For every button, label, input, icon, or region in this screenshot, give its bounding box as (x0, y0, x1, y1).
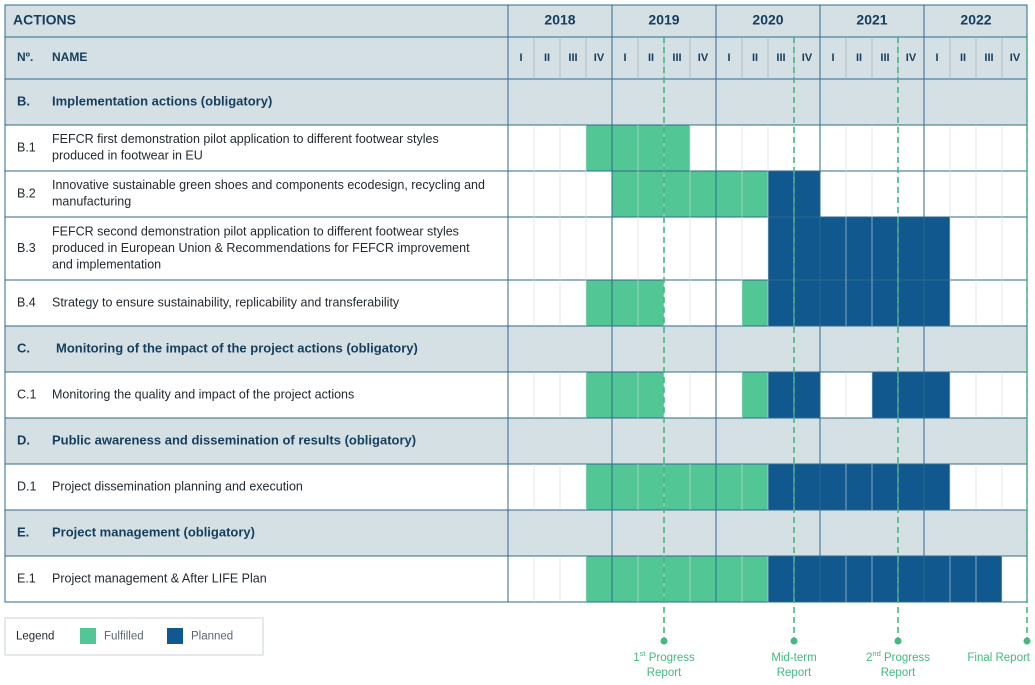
bar-fulfilled (586, 280, 664, 326)
task-name: Monitoring the quality and impact of the… (52, 387, 354, 401)
quarter-label: I (935, 52, 938, 64)
quarter-label: II (856, 52, 862, 64)
task-name: and implementation (52, 257, 161, 271)
year-label: 2019 (648, 12, 679, 28)
header-band (5, 5, 1027, 79)
legend-title: Legend (16, 631, 54, 643)
milestone-layer: 1st Progress Report Mid-term Report 2nd Prog… (633, 37, 1031, 679)
milestone-label-part: Progress (881, 652, 930, 664)
legend-swatch (80, 628, 96, 644)
milestone-label: 1st Progress (633, 649, 695, 664)
milestone-marker (660, 637, 668, 645)
task-name: FEFCR first demonstration pilot applicat… (52, 132, 439, 146)
task-code: C.1 (17, 387, 37, 401)
milestone-label: 2nd Progress (866, 649, 930, 664)
quarter-label: I (831, 52, 834, 64)
quarter-label: IV (802, 52, 813, 64)
legend-box (4, 617, 264, 656)
milestone-label: Final Report (967, 652, 1030, 664)
quarter-label: IV (698, 52, 709, 64)
bar-planned (872, 372, 950, 418)
bar-fulfilled (586, 372, 664, 418)
section-code: B. (17, 93, 30, 108)
milestone-label: Report (777, 667, 812, 679)
quarter-label: III (672, 52, 681, 64)
section-name: Public awareness and dissemination of re… (52, 432, 416, 447)
task-name: Project management & After LIFE Plan (52, 571, 267, 585)
quarter-label: I (623, 52, 626, 64)
number-header: Nº. (17, 50, 33, 64)
milestone-label-superscript: nd (872, 649, 880, 658)
quarter-label: III (984, 52, 993, 64)
quarter-label: III (880, 52, 889, 64)
milestone-marker (790, 637, 798, 645)
bar-fulfilled (742, 280, 768, 326)
section-code: E. (17, 524, 29, 539)
actions-header: ACTIONS (13, 12, 76, 28)
legend-label: Planned (191, 631, 233, 643)
quarter-label: IV (1010, 52, 1021, 64)
header-backgrounds (5, 5, 1027, 556)
task-code: E.1 (17, 571, 36, 585)
bar-planned (768, 217, 950, 280)
name-header: NAME (52, 50, 87, 64)
quarter-label: I (727, 52, 730, 64)
quarter-label: II (648, 52, 654, 64)
milestone-label-superscript: st (640, 649, 647, 658)
table-border (4, 4, 1028, 603)
bar-planned (768, 464, 950, 510)
milestone-label: Report (647, 667, 682, 679)
task-name: Project dissemination planning and execu… (52, 479, 303, 493)
year-label: 2021 (856, 12, 887, 28)
task-code: B.4 (17, 295, 36, 309)
quarter-label: IV (594, 52, 605, 64)
section-name: Implementation actions (obligatory) (52, 93, 272, 108)
bar-fulfilled (586, 464, 768, 510)
bar-fulfilled (586, 556, 768, 602)
milestone-label-part: Progress (646, 652, 695, 664)
task-name: produced in footwear in EU (52, 149, 203, 163)
quarter-label: I (519, 52, 522, 64)
legend: Legend Fulfilled Planned (4, 617, 264, 656)
legend-label: Fulfilled (104, 631, 144, 643)
section-band (5, 418, 1027, 464)
quarter-label: IV (906, 52, 917, 64)
bar-planned (768, 280, 950, 326)
quarter-label: II (960, 52, 966, 64)
section-band (5, 79, 1027, 125)
task-code: B.3 (17, 241, 36, 255)
section-code: D. (17, 432, 30, 447)
year-label: 2018 (544, 12, 575, 28)
task-name: produced in European Union & Recommendat… (52, 241, 470, 255)
section-code: C. (17, 340, 30, 355)
legend-swatch (167, 628, 183, 644)
milestone-label-part: 1 (633, 652, 639, 664)
task-name: manufacturing (52, 195, 131, 209)
task-code: D.1 (17, 479, 37, 493)
quarter-label: II (752, 52, 758, 64)
milestone-label: Mid-term (771, 652, 816, 664)
quarter-label: III (568, 52, 577, 64)
milestone-marker (894, 637, 902, 645)
task-name: FEFCR second demonstration pilot applica… (52, 224, 459, 238)
task-code: B.1 (17, 140, 36, 154)
bar-planned (768, 556, 1002, 602)
quarter-label: II (544, 52, 550, 64)
milestone-label: Report (881, 667, 916, 679)
bar-fulfilled (742, 372, 768, 418)
milestone-marker (1023, 637, 1031, 645)
year-label: 2022 (960, 12, 991, 28)
milestone-label-part: 2 (866, 652, 872, 664)
task-code: B.2 (17, 186, 36, 200)
quarter-label: III (776, 52, 785, 64)
section-band (5, 326, 1027, 372)
task-name: Strategy to ensure sustainability, repli… (52, 295, 400, 309)
section-name: Monitoring of the impact of the project … (56, 340, 418, 355)
section-band (5, 510, 1027, 556)
section-name: Project management (obligatory) (52, 524, 255, 539)
year-label: 2020 (752, 12, 783, 28)
task-name: Innovative sustainable green shoes and c… (52, 178, 485, 192)
